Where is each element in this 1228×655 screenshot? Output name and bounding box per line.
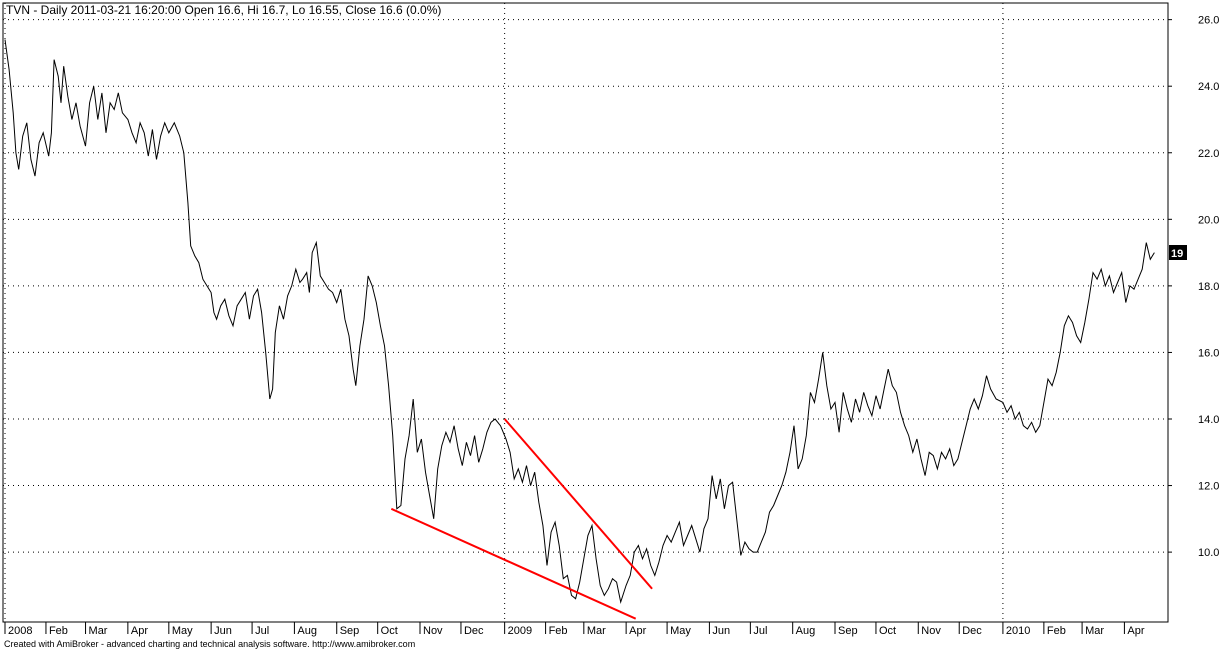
y-tick-label: 14.0 (1198, 414, 1219, 426)
y-tick-label: 22.0 (1198, 148, 1219, 160)
x-tick-label: Oct (381, 625, 398, 637)
x-tick-label: Sep (838, 625, 858, 637)
x-tick-label: Apr (131, 625, 148, 637)
price-line (4, 39, 1155, 604)
x-axis: 2008 Feb Mar Apr May Jun Jul Aug Sep Oct Nov Dec 200… (4, 622, 1145, 637)
x-tick-label: Jul (255, 625, 269, 637)
y-tick-label: 20.0 (1198, 214, 1219, 226)
y-axis: 10.0 12.0 14.0 16.0 18.0 20.0 22.0 24.0 26.0 (1168, 15, 1219, 559)
x-tick-label: Apr (629, 625, 646, 637)
x-tick-label: 2009 (508, 625, 532, 637)
series-layer (4, 39, 1155, 604)
x-tick-label: Apr (1127, 625, 1144, 637)
x-tick-label: Jun (712, 625, 730, 637)
y-tick-label: 24.0 (1198, 81, 1219, 93)
x-tick-label: Feb (1047, 625, 1066, 637)
trend-line (503, 418, 653, 590)
x-tick-label: Mar (587, 625, 606, 637)
y-tick-label: 16.0 (1198, 347, 1219, 359)
x-tick-label: Dec (464, 625, 484, 637)
footer-credit: Created with AmiBroker - advanced charti… (4, 639, 415, 649)
grid-lines (3, 3, 1168, 622)
x-tick-label: Mar (89, 625, 108, 637)
chart-title: TVN - Daily 2011-03-21 16:20:00 Open 16.… (6, 3, 441, 17)
x-tick-label: Aug (297, 625, 317, 637)
x-tick-label: Nov (423, 625, 443, 637)
trend-line (390, 507, 637, 620)
x-tick-label: 2010 (1006, 625, 1030, 637)
x-tick-label: Feb (549, 625, 568, 637)
y-tick-label: 10.0 (1198, 547, 1219, 559)
y-tick-label: 12.0 (1198, 481, 1219, 493)
x-tick-label: Feb (49, 625, 68, 637)
x-tick-label: Jul (753, 625, 767, 637)
last-value-badge: 19 (1169, 245, 1187, 260)
x-tick-label: Oct (879, 625, 896, 637)
y-tick-label: 26.0 (1198, 15, 1219, 27)
plot-area (2, 2, 1169, 623)
x-tick-label: Jun (214, 625, 232, 637)
x-tick-label: May (670, 625, 691, 637)
x-tick-label: May (172, 625, 193, 637)
x-tick-label: 2008 (8, 625, 32, 637)
trend-lines (390, 418, 653, 620)
x-tick-label: Nov (921, 625, 941, 637)
y-tick-label: 18.0 (1198, 281, 1219, 293)
last-value-badge-text: 19 (1171, 248, 1183, 260)
x-tick-label: Sep (340, 625, 360, 637)
last-value-badge-bg (1169, 245, 1187, 260)
x-tick-label: Aug (796, 625, 816, 637)
x-tick-label: Dec (962, 625, 982, 637)
x-tick-label: Mar (1085, 625, 1104, 637)
